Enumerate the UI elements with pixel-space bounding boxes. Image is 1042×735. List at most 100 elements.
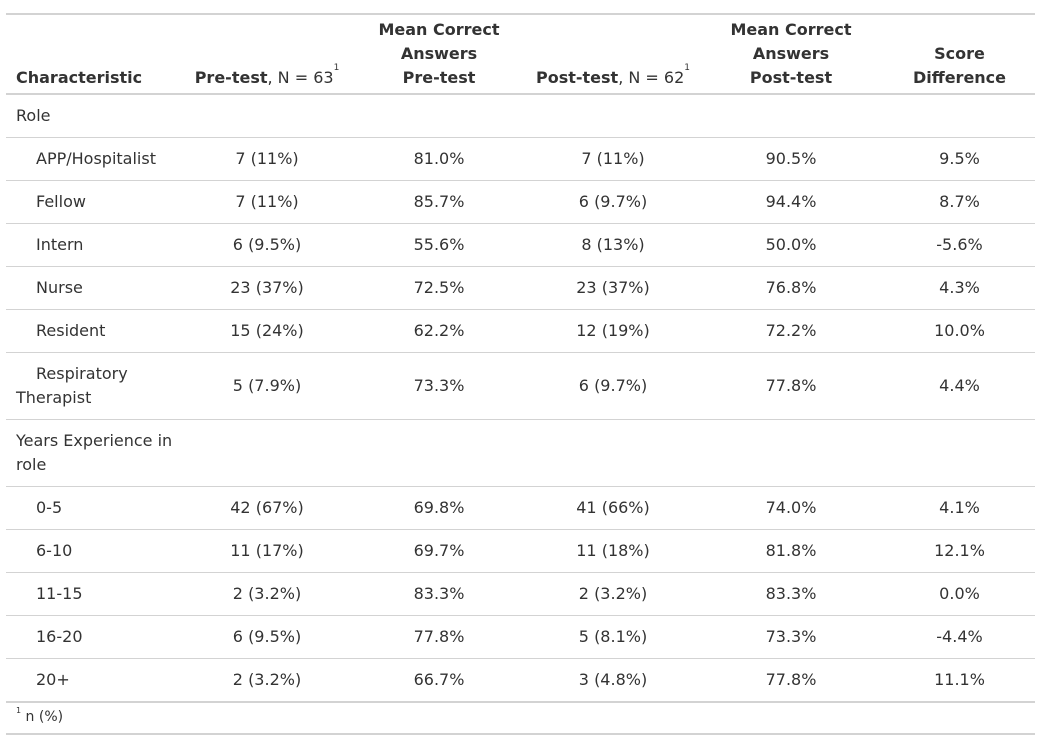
cell-mean-post: 83.3% <box>765 584 817 603</box>
empty-cell <box>698 420 884 487</box>
row-label: Resident <box>36 321 106 340</box>
row-label: 0-5 <box>36 498 63 517</box>
cell-post-test: 11 (18%) <box>576 541 650 560</box>
cell-pre-test: 5 (7.9%) <box>232 376 302 395</box>
cell-mean-post: 77.8% <box>765 376 817 395</box>
group-row: Role <box>6 94 1035 138</box>
cell-mean-post: 81.8% <box>765 541 817 560</box>
row-label: 20+ <box>36 670 70 689</box>
cell-score-difference: 9.5% <box>939 149 980 168</box>
row-label: Intern <box>36 235 84 254</box>
cell-mean-pre: 83.3% <box>413 584 465 603</box>
cell-score-difference: -4.4% <box>936 627 983 646</box>
table-row: Intern 6 (9.5%) 55.6% 8 (13%) 50.0% -5.6% <box>6 224 1035 267</box>
cell-pre-test: 2 (3.2%) <box>232 584 302 603</box>
col-header-post-test: Post-test, N = 621 <box>535 63 690 87</box>
empty-cell <box>698 94 884 138</box>
empty-cell <box>184 420 350 487</box>
group-row: Years Experience in role <box>6 420 1035 487</box>
cell-mean-pre: 66.7% <box>413 670 465 689</box>
cell-post-test: 8 (13%) <box>581 235 645 254</box>
footnote: 1 n (%) <box>6 702 1035 735</box>
cell-post-test: 23 (37%) <box>576 278 650 297</box>
table-row: 16-20 6 (9.5%) 77.8% 5 (8.1%) 73.3% -4.4% <box>6 616 1035 659</box>
empty-cell <box>884 94 1035 138</box>
group-label: Years Experience in role <box>16 431 173 474</box>
cell-mean-pre: 69.8% <box>413 498 465 517</box>
cell-pre-test: 2 (3.2%) <box>232 670 302 689</box>
footnote-marker: 1 <box>333 63 340 73</box>
table-row: 0-5 42 (67%) 69.8% 41 (66%) 74.0% 4.1% <box>6 487 1035 530</box>
cell-post-test: 6 (9.7%) <box>578 376 648 395</box>
cell-mean-pre: 69.7% <box>413 541 465 560</box>
empty-cell <box>184 94 350 138</box>
cell-post-test: 7 (11%) <box>581 149 645 168</box>
cell-post-test: 12 (19%) <box>576 321 650 340</box>
cell-score-difference: 4.1% <box>939 498 980 517</box>
empty-cell <box>350 420 528 487</box>
cell-mean-post: 76.8% <box>765 278 817 297</box>
empty-cell <box>528 94 698 138</box>
row-label: APP/Hospitalist <box>36 149 156 168</box>
footnote-row: 1 n (%) <box>6 702 1035 735</box>
cell-score-difference: 4.3% <box>939 278 980 297</box>
cell-mean-post: 77.8% <box>765 670 817 689</box>
cell-pre-test: 6 (9.5%) <box>232 627 302 646</box>
cell-pre-test: 23 (37%) <box>230 278 304 297</box>
table-footer: 1 n (%) <box>6 702 1035 735</box>
cell-mean-post: 74.0% <box>765 498 817 517</box>
cell-post-test: 2 (3.2%) <box>578 584 648 603</box>
cell-pre-test: 6 (9.5%) <box>232 235 302 254</box>
cell-score-difference: 0.0% <box>939 584 980 603</box>
table-body: Role APP/Hospitalist 7 (11%) 81.0% 7 (11%) 90… <box>6 94 1035 702</box>
cell-post-test: 6 (9.7%) <box>578 192 648 211</box>
row-label: 11-15 <box>36 584 83 603</box>
cell-score-difference: -5.6% <box>936 235 983 254</box>
cell-mean-post: 72.2% <box>765 321 817 340</box>
empty-cell <box>884 420 1035 487</box>
col-header-mean-pre: Mean Correct Answers Pre-test <box>378 20 500 87</box>
header-row: Characteristic Pre-test, N = 631 Mean Co… <box>6 14 1035 94</box>
cell-pre-test: 11 (17%) <box>230 541 304 560</box>
table-row: Fellow 7 (11%) 85.7% 6 (9.7%) 94.4% 8.7% <box>6 181 1035 224</box>
row-label: 6-10 <box>36 541 73 560</box>
cell-mean-pre: 85.7% <box>413 192 465 211</box>
table-row: Nurse 23 (37%) 72.5% 23 (37%) 76.8% 4.3% <box>6 267 1035 310</box>
cell-mean-post: 50.0% <box>765 235 817 254</box>
cell-mean-pre: 62.2% <box>413 321 465 340</box>
empty-cell <box>528 420 698 487</box>
cell-pre-test: 42 (67%) <box>230 498 304 517</box>
cell-mean-pre: 55.6% <box>413 235 465 254</box>
row-label: 16-20 <box>36 627 83 646</box>
cell-score-difference: 10.0% <box>934 321 985 340</box>
empty-cell <box>350 94 528 138</box>
cell-mean-pre: 72.5% <box>413 278 465 297</box>
group-label: Role <box>16 106 51 125</box>
cell-post-test: 3 (4.8%) <box>578 670 648 689</box>
cell-score-difference: 8.7% <box>939 192 980 211</box>
cell-mean-post: 73.3% <box>765 627 817 646</box>
row-label: Nurse <box>36 278 83 297</box>
cell-mean-post: 90.5% <box>765 149 817 168</box>
footnote-marker: 1 <box>684 63 690 73</box>
row-label: Respiratory Therapist <box>16 364 128 407</box>
table-row: APP/Hospitalist 7 (11%) 81.0% 7 (11%) 90.5% 9… <box>6 138 1035 181</box>
cell-pre-test: 15 (24%) <box>230 321 304 340</box>
cell-mean-pre: 77.8% <box>413 627 465 646</box>
cell-score-difference: 4.4% <box>939 376 980 395</box>
col-header-characteristic: Characteristic <box>16 68 143 87</box>
col-header-mean-post: Mean Correct Answers Post-test <box>730 20 852 87</box>
table-header: Characteristic Pre-test, N = 631 Mean Co… <box>6 14 1035 94</box>
cell-pre-test: 7 (11%) <box>235 149 299 168</box>
cell-mean-post: 94.4% <box>765 192 817 211</box>
cell-post-test: 5 (8.1%) <box>578 627 648 646</box>
cell-mean-pre: 73.3% <box>413 376 465 395</box>
cell-post-test: 41 (66%) <box>576 498 650 517</box>
col-header-score-difference: Score Difference <box>912 44 1007 87</box>
cell-pre-test: 7 (11%) <box>235 192 299 211</box>
summary-table: Characteristic Pre-test, N = 631 Mean Co… <box>6 13 1035 735</box>
row-label: Fellow <box>36 192 86 211</box>
table-row: 11-15 2 (3.2%) 83.3% 2 (3.2%) 83.3% 0.0% <box>6 573 1035 616</box>
cell-score-difference: 12.1% <box>934 541 985 560</box>
